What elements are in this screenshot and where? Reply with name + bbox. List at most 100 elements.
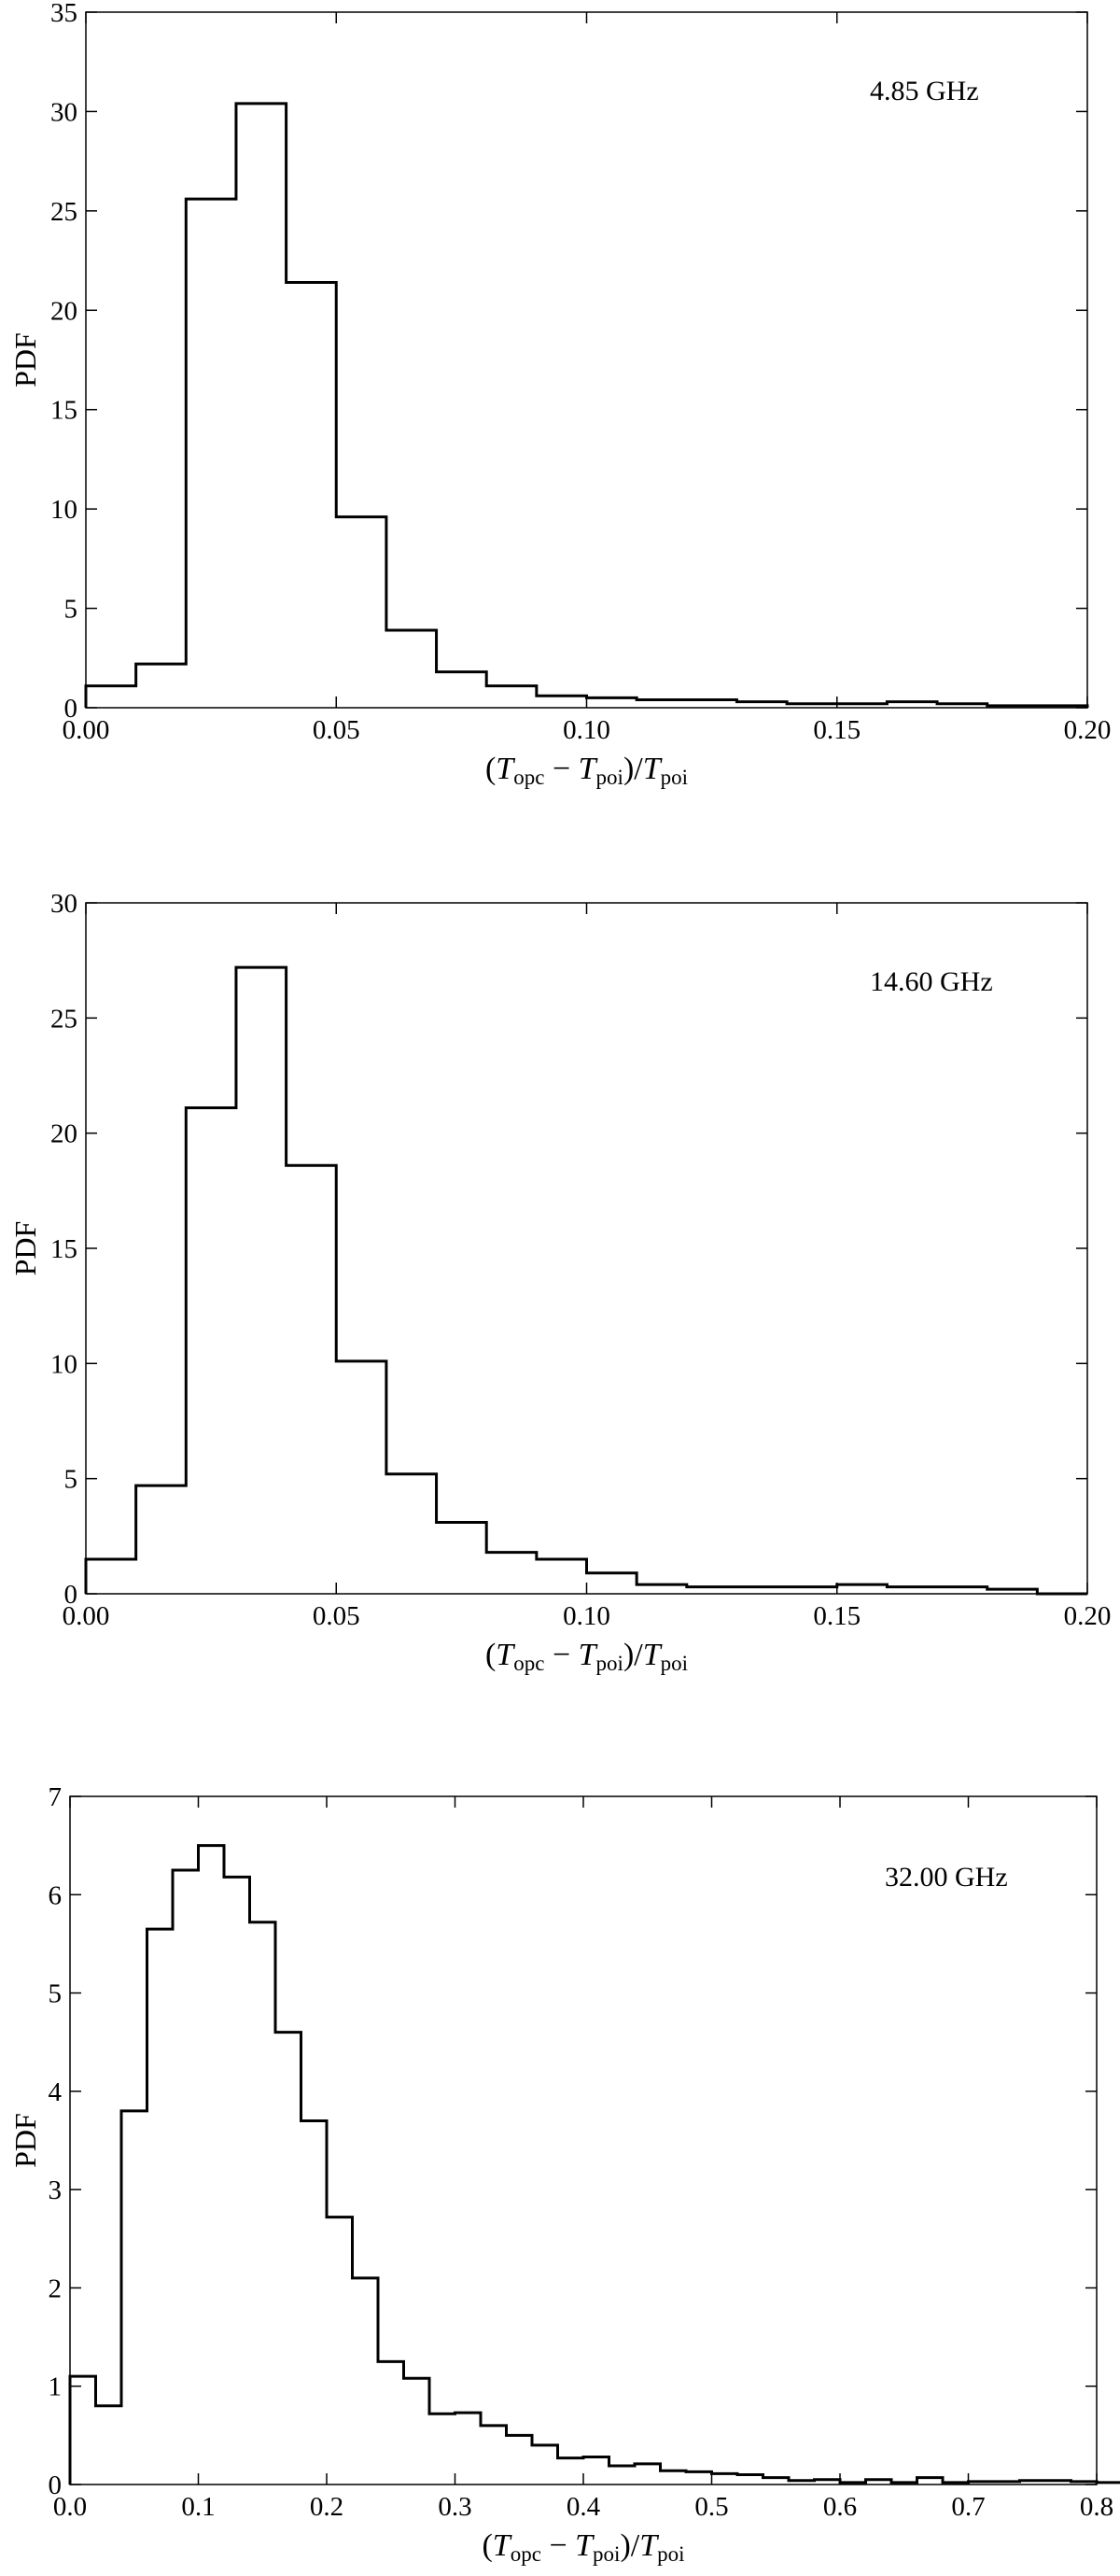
x-label-part: opc <box>511 2542 541 2566</box>
x-label-part: ( <box>485 1638 496 1672</box>
histogram-bin <box>301 2120 328 2485</box>
chart-panel-1: 0.00 0.05 0.10 0.15 0.20 0 5 10 15 20 25 30 35 4.85 G… <box>8 0 1111 789</box>
x-label-part: T <box>579 1638 598 1672</box>
histogram-bin <box>712 2473 738 2485</box>
x-label-part: )/ <box>623 752 643 786</box>
histogram-bin <box>70 2376 96 2485</box>
histogram-bin <box>532 2445 558 2485</box>
y-tick-label: 0 <box>49 2470 63 2500</box>
x-label-part: )/ <box>623 1638 643 1672</box>
y-tick-label: 5 <box>49 1979 63 2009</box>
x-label-part: T <box>639 2528 659 2563</box>
histogram-bin <box>404 2378 430 2485</box>
histogram-bin <box>558 2458 584 2485</box>
x-tick-label: 0.20 <box>1064 1601 1112 1631</box>
y-tick-label: 0 <box>64 1580 78 1610</box>
histogram-bin <box>186 199 236 708</box>
x-label-part: poi <box>596 766 623 789</box>
histogram-bin <box>437 672 487 708</box>
histogram-bin <box>287 1165 337 1594</box>
x-tick-label: 0.05 <box>313 1601 360 1631</box>
y-tick-label: 5 <box>64 1465 78 1495</box>
histogram-bin <box>96 2406 122 2485</box>
x-tick-label: 0.05 <box>313 715 360 745</box>
histogram-outline <box>68 1844 1120 2485</box>
histogram-bin <box>737 2474 763 2485</box>
x-label-part: T <box>579 752 598 786</box>
histogram-bin <box>386 630 437 708</box>
x-tick-label: 0.2 <box>310 2492 343 2522</box>
y-tick-label: 15 <box>50 396 77 426</box>
histogram-bin <box>224 1877 250 2485</box>
histogram-bin <box>609 2466 636 2485</box>
y-axis-label: PDF <box>8 2113 42 2168</box>
x-label-part: T <box>643 1638 663 1672</box>
x-label-part: poi <box>593 2542 620 2566</box>
chart-panel-2: 0.00 0.05 0.10 0.15 0.20 0 5 10 15 20 25 30 14.60 GH… <box>8 889 1111 1675</box>
histogram-bin <box>136 1485 187 1594</box>
x-label-part: opc <box>513 766 544 789</box>
x-label-part: T <box>493 2528 512 2563</box>
y-tick-label: 4 <box>49 2077 63 2107</box>
frequency-annotation: 32.00 GHz <box>885 1862 1008 1893</box>
histogram-bin <box>787 1587 837 1594</box>
histogram-bin <box>275 2033 301 2485</box>
y-tick-label: 10 <box>50 495 77 525</box>
histogram-bin <box>386 1474 437 1594</box>
histogram-bin <box>336 517 386 708</box>
histogram-bin <box>686 2471 712 2485</box>
histogram-bin <box>587 697 637 708</box>
histogram-bin <box>866 2480 892 2485</box>
histogram-bin <box>815 2480 841 2485</box>
histogram-bin <box>429 2414 455 2485</box>
frequency-annotation: 14.60 GHz <box>870 966 993 997</box>
histogram-bin <box>455 2413 482 2485</box>
histogram-bin <box>378 2361 404 2485</box>
histogram-bin <box>486 1553 537 1594</box>
x-label-part: T <box>496 752 515 786</box>
frequency-annotation: 4.85 GHz <box>870 76 979 106</box>
y-tick-label: 0 <box>64 694 78 724</box>
x-label-part: ( <box>482 2528 492 2563</box>
x-tick-label: 0.6 <box>823 2492 857 2522</box>
histogram-bin <box>937 1587 987 1594</box>
y-tick-label: 20 <box>50 296 77 326</box>
y-tick-label: 30 <box>50 889 77 919</box>
histogram-bin <box>537 1559 587 1594</box>
x-label-part: opc <box>513 1652 544 1675</box>
histogram-bin <box>199 1846 225 2485</box>
x-tick-label: 0.20 <box>1064 715 1112 745</box>
histogram-bin <box>86 1559 136 1594</box>
histogram-outline <box>84 102 1089 708</box>
y-tick-label: 7 <box>49 1782 63 1812</box>
y-tick-label: 20 <box>50 1119 77 1149</box>
y-tick-label: 15 <box>50 1234 77 1264</box>
histogram-bin <box>1097 2483 1120 2485</box>
y-tick-label: 25 <box>50 1004 77 1034</box>
x-tick-label: 0.10 <box>563 1601 610 1631</box>
x-tick-label: 0.7 <box>951 2492 985 2522</box>
x-label-part: T <box>643 752 663 786</box>
histogram-bin <box>507 2435 533 2485</box>
x-label-part: ( <box>485 752 496 786</box>
histogram-bin <box>661 2470 687 2485</box>
y-tick-label: 35 <box>50 0 77 28</box>
histogram-bin <box>583 2457 609 2485</box>
histogram-bin <box>136 664 187 708</box>
histogram-bin <box>887 702 937 708</box>
histogram-bin <box>437 1523 487 1594</box>
histogram-bin <box>481 2426 507 2485</box>
x-label-part: T <box>496 1638 515 1672</box>
histogram-bin <box>353 2278 379 2485</box>
histogram-bin <box>336 1361 386 1594</box>
histogram-bin <box>236 104 287 708</box>
x-tick-label: 0.0 <box>53 2492 87 2522</box>
x-label-part: poi <box>657 2542 684 2566</box>
x-label-part: T <box>575 2528 595 2563</box>
y-tick-label: 30 <box>50 97 77 127</box>
y-axis-label: PDF <box>8 1221 42 1276</box>
x-tick-label: 0.5 <box>694 2492 728 2522</box>
histogram-bin <box>287 282 337 708</box>
x-label-part: poi <box>661 766 688 789</box>
x-label-part: poi <box>596 1652 623 1675</box>
